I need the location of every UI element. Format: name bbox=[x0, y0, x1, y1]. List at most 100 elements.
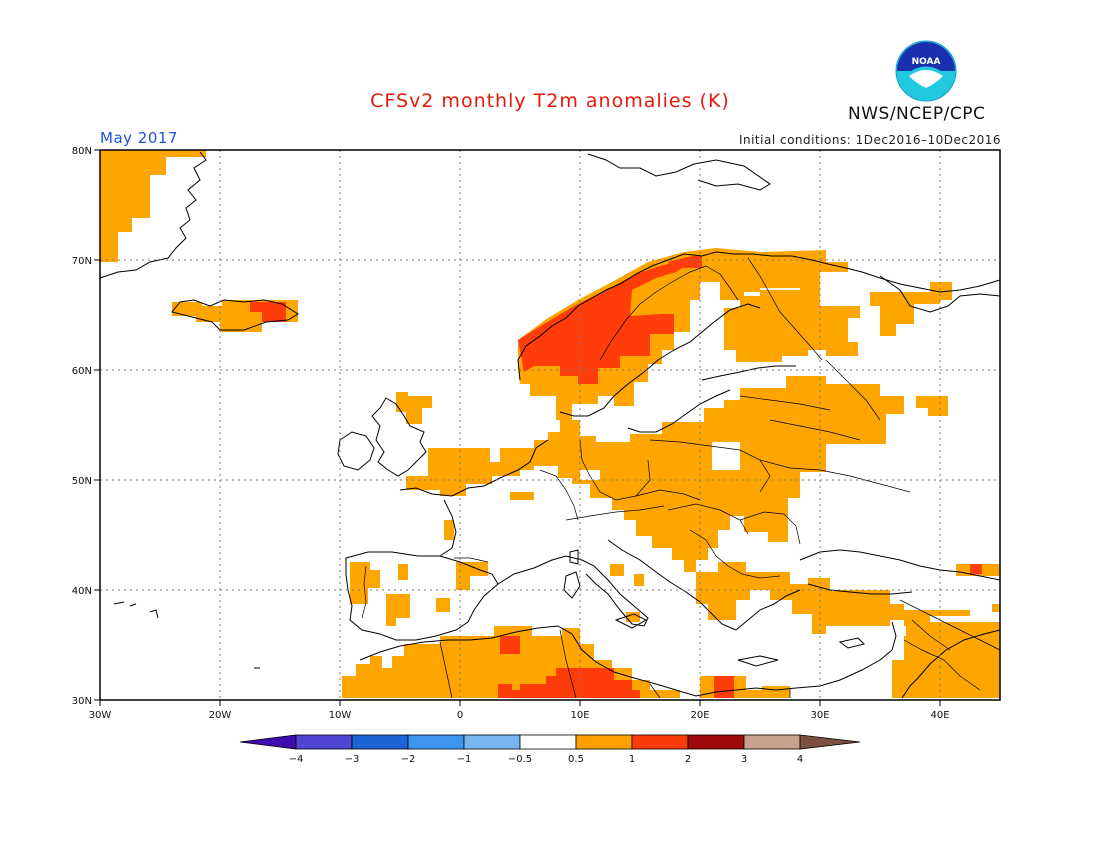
forecast-period: May 2017 bbox=[100, 129, 178, 147]
lat-label: 70N bbox=[72, 256, 92, 267]
colorbar-segment bbox=[687, 734, 745, 750]
border-russia-west bbox=[825, 359, 881, 421]
agency-label: NWS/NCEP/CPC bbox=[848, 104, 986, 124]
coast-north-africa bbox=[359, 621, 897, 697]
anomaly-region-caucasus-strong bbox=[970, 564, 982, 574]
anomaly-region-italy-small bbox=[610, 564, 624, 576]
coast-cyprus bbox=[838, 637, 865, 649]
anomaly-region-central-europe bbox=[534, 376, 904, 572]
colorbar-label: −1 bbox=[457, 754, 472, 765]
lat-label: 60N bbox=[72, 366, 92, 377]
border-france-germany bbox=[539, 469, 579, 521]
colorbar-left-arrow bbox=[239, 734, 297, 750]
lat-label: 40N bbox=[72, 586, 92, 597]
border-romania bbox=[739, 511, 801, 545]
anomaly-region-greenland bbox=[100, 150, 206, 262]
anomaly-region-scandinavia bbox=[518, 248, 848, 420]
coast-ireland bbox=[337, 431, 375, 471]
colorbar-label: 3 bbox=[741, 754, 747, 765]
border-africa1 bbox=[439, 641, 453, 699]
lon-label: 40E bbox=[930, 710, 949, 721]
colorbar-segment bbox=[631, 734, 689, 750]
coast-sweden bbox=[559, 303, 761, 417]
lon-label: 30W bbox=[89, 710, 112, 721]
country-borders bbox=[361, 257, 1001, 699]
colorbar-label: −2 bbox=[401, 754, 416, 765]
lon-label: 20W bbox=[209, 710, 232, 721]
anomaly-region-tunisia-strong bbox=[500, 636, 520, 654]
coast-uk bbox=[371, 397, 427, 477]
border-spain-france bbox=[454, 557, 489, 563]
longitude-labels: 30W 20W 10W 0 10E 20E 30E 40E bbox=[89, 710, 950, 721]
lon-label: 10W bbox=[329, 710, 352, 721]
colorbar-segment bbox=[743, 734, 801, 750]
coast-azores2 bbox=[129, 603, 137, 607]
colorbar-segment bbox=[351, 734, 409, 750]
anomaly-region-uk bbox=[396, 392, 432, 424]
anomaly-region-libya bbox=[700, 676, 790, 698]
anomaly-field bbox=[100, 150, 1000, 698]
coast-greenland bbox=[99, 151, 207, 279]
coast-sicily bbox=[614, 613, 648, 629]
coast-iberia bbox=[345, 551, 499, 641]
colorbar-segment bbox=[407, 734, 465, 750]
lat-label: 80N bbox=[72, 146, 92, 157]
border-finland-russia bbox=[747, 257, 823, 361]
colorbar-segment bbox=[519, 734, 577, 750]
colorbar-segment bbox=[295, 734, 353, 750]
anomaly-region-italy-small2 bbox=[634, 574, 644, 586]
colorbar-label: 4 bbox=[797, 754, 803, 765]
coast-iceland bbox=[171, 299, 299, 331]
lon-label: 10E bbox=[570, 710, 589, 721]
anomaly-region-north-france bbox=[406, 448, 534, 496]
anomaly-region-iberia-east bbox=[456, 562, 488, 590]
anomaly-region-iceland-strong bbox=[250, 302, 286, 322]
border-norway-sweden bbox=[599, 265, 707, 361]
noaa-logo-text: NOAA bbox=[912, 57, 941, 67]
border-mideast2 bbox=[911, 619, 951, 651]
lon-label: 0 bbox=[457, 710, 463, 721]
coast-svalbard bbox=[587, 153, 771, 191]
colorbar-label: −3 bbox=[345, 754, 360, 765]
border-ukraine bbox=[759, 459, 911, 493]
border-turkey-east bbox=[899, 599, 1001, 651]
anomaly-region-norway-strong bbox=[518, 262, 676, 384]
anomaly-region-egypt-strong bbox=[714, 676, 734, 698]
coast-baltic bbox=[627, 389, 731, 433]
coast-biscay bbox=[439, 499, 457, 557]
anomaly-region-russia-north bbox=[870, 282, 952, 336]
colorbar-segment bbox=[575, 734, 633, 750]
anomaly-region-benelux bbox=[510, 492, 534, 500]
coast-norway bbox=[517, 251, 1001, 381]
border-czech bbox=[635, 489, 701, 501]
lat-label: 50N bbox=[72, 476, 92, 487]
anomaly-region-iberia-north bbox=[350, 562, 380, 604]
coast-finland-gulf bbox=[701, 365, 796, 381]
anomaly-region-iberia-small1 bbox=[398, 564, 408, 580]
gridlines bbox=[100, 150, 1000, 700]
colorbar: −4 −3 −2 −1 −0.5 0.5 1 2 3 4 bbox=[239, 734, 861, 765]
anomaly-region-middle-east bbox=[892, 622, 1000, 698]
anomaly-region-caspian bbox=[992, 604, 1000, 612]
lon-label: 20E bbox=[690, 710, 709, 721]
border-sweden-finland bbox=[705, 265, 739, 301]
coast-azores3 bbox=[149, 609, 159, 619]
coast-mediterranean-north bbox=[497, 555, 649, 627]
border-germany bbox=[579, 439, 651, 501]
initial-conditions: Initial conditions: 1Dec2016–10Dec2016 bbox=[738, 133, 1001, 147]
coast-crete bbox=[737, 655, 779, 667]
colorbar-right-arrow bbox=[799, 734, 861, 750]
border-baltics bbox=[739, 395, 831, 411]
coast-azores1 bbox=[113, 601, 125, 605]
map-frame bbox=[99, 149, 1001, 701]
border-alps bbox=[565, 505, 665, 521]
anomaly-hole-germany bbox=[580, 470, 600, 480]
border-poland bbox=[649, 439, 771, 493]
coast-france bbox=[399, 439, 549, 497]
border-africa2 bbox=[559, 629, 577, 699]
colorbar-label: 1 bbox=[629, 754, 635, 765]
tick-marks bbox=[94, 149, 941, 706]
border-belarus bbox=[769, 419, 861, 441]
anomaly-region-balkans bbox=[696, 562, 970, 634]
